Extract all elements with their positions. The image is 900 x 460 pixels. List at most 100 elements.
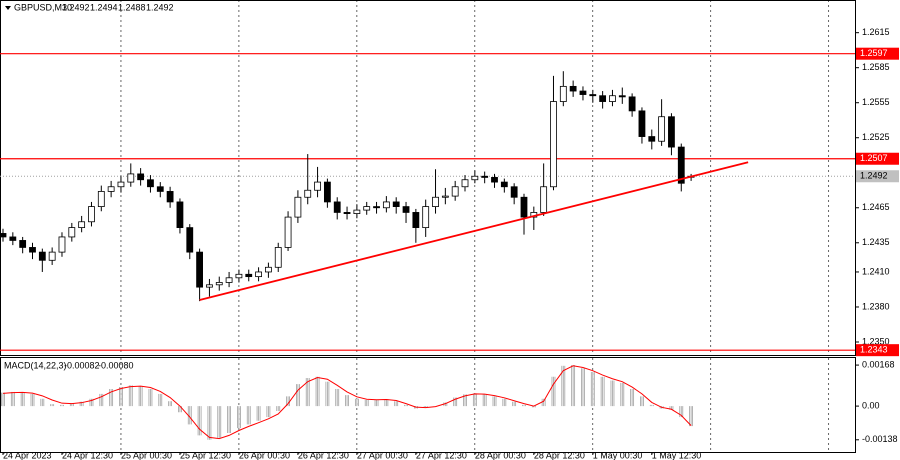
candle-body: [88, 206, 95, 223]
y-tick-label: 1.2350: [862, 336, 890, 346]
level-label: 1.2507: [860, 153, 888, 163]
candle-body: [461, 179, 469, 188]
x-tick-label: 24 Apr 12:30: [62, 450, 113, 460]
candle-body: [284, 216, 292, 248]
y-tick-label: 1.2585: [862, 62, 890, 72]
symbol-title: GBPUSD,M30: [14, 2, 72, 12]
header-arrow: [5, 6, 11, 10]
x-tick-label: 27 Apr 00:30: [357, 450, 408, 460]
candle-body: [353, 209, 361, 214]
y-tick-label: 1.2615: [862, 27, 890, 37]
candle-body: [156, 186, 164, 192]
header-high: 1.2494: [90, 2, 118, 12]
header-open: 1.2492: [62, 2, 90, 12]
candle-body: [441, 195, 449, 198]
x-tick-label: 28 Apr 00:30: [475, 450, 526, 460]
header-low: 1.2488: [118, 2, 146, 12]
candle-body: [638, 110, 646, 137]
indicator-panel: [0, 357, 856, 453]
candle-body: [38, 251, 46, 261]
candle-body: [609, 95, 616, 102]
x-tick-label: 26 Apr 00:30: [239, 450, 290, 460]
candle-body: [107, 186, 115, 192]
candle-body: [559, 85, 567, 102]
y-tick-label: 1.2380: [862, 301, 890, 311]
indicator-title: MACD(14,22,3): [4, 360, 67, 370]
candles: [0, 71, 695, 302]
candle-body: [618, 95, 626, 98]
candle-body: [363, 206, 371, 211]
y-tick-label: 1.2525: [862, 132, 890, 142]
candle-body: [520, 196, 528, 218]
x-tick-label: 1 May 00:30: [593, 450, 643, 460]
candle-body: [677, 146, 685, 184]
macd-histogram: [1, 365, 693, 440]
candle-body: [68, 227, 76, 238]
candle-body: [176, 201, 184, 229]
candle-body: [196, 251, 204, 288]
candle-body: [78, 221, 86, 229]
candle-body: [0, 233, 7, 238]
candle-body: [579, 90, 587, 95]
candle-body: [432, 196, 439, 207]
candle-body: [471, 175, 479, 181]
x-tick-label: 1 May 12:30: [652, 450, 702, 460]
candle-body: [255, 271, 262, 278]
candle-body: [373, 206, 380, 209]
candle-body: [166, 191, 174, 203]
candle-body: [265, 266, 272, 273]
level-label: 1.2597: [860, 48, 888, 58]
candle-body: [589, 94, 597, 97]
candle-body: [323, 181, 331, 203]
candle-body: [550, 101, 557, 188]
candle-body: [628, 96, 636, 112]
candle-body: [206, 284, 213, 288]
indicator-y-tick-label: -0.00138: [862, 434, 898, 444]
candle-body: [304, 189, 312, 198]
candle-body: [648, 136, 656, 142]
header-close: 1.2492: [146, 2, 174, 12]
y-tick-label: 1.2410: [862, 266, 890, 276]
candle-body: [599, 95, 607, 102]
x-tick-label: 28 Apr 12:30: [534, 450, 585, 460]
candle-body: [392, 201, 400, 207]
level-label: 1.2343: [860, 345, 888, 355]
candle-body: [215, 282, 223, 286]
candle-body: [343, 212, 351, 214]
candle-body: [127, 173, 135, 183]
x-tick-label: 25 Apr 00:30: [121, 450, 172, 460]
y-tick-label: 1.2435: [862, 237, 890, 247]
candle-body: [510, 186, 518, 198]
x-tick-label: 25 Apr 12:30: [180, 450, 231, 460]
candle-body: [58, 236, 66, 253]
indicator-y-tick-label: 0.00168: [862, 359, 895, 369]
candle-body: [48, 251, 56, 261]
candle-body: [137, 173, 145, 181]
candle-body: [540, 186, 548, 213]
level-label-box: [856, 47, 899, 60]
candle-body: [422, 206, 430, 229]
x-tick-label: 24 Apr 2023: [3, 450, 52, 460]
candle-body: [481, 175, 489, 178]
candle-body: [235, 273, 243, 279]
candle-body: [19, 240, 27, 248]
candle-body: [314, 181, 321, 191]
indicator-y-tick-label: 0.00: [862, 400, 880, 410]
x-tick-label: 27 Apr 12:30: [416, 450, 467, 460]
candle-body: [451, 186, 459, 197]
y-tick-label: 1.2555: [862, 97, 890, 107]
candle-body: [245, 273, 253, 278]
candle-body: [333, 201, 341, 213]
candle-body: [117, 181, 125, 188]
level-label-box: [856, 344, 899, 357]
candle-body: [274, 247, 282, 268]
indicator-signal-value: -0.00080: [98, 360, 134, 370]
candle-body: [225, 277, 233, 283]
header: GBPUSD,M30 1.2492 1.2494 1.2488 1.2492 M…: [4, 2, 174, 370]
candle-body: [9, 236, 17, 241]
candle-body: [147, 179, 154, 188]
candle-body: [186, 227, 194, 253]
trendline: [199, 161, 749, 301]
candle-body: [500, 181, 508, 188]
